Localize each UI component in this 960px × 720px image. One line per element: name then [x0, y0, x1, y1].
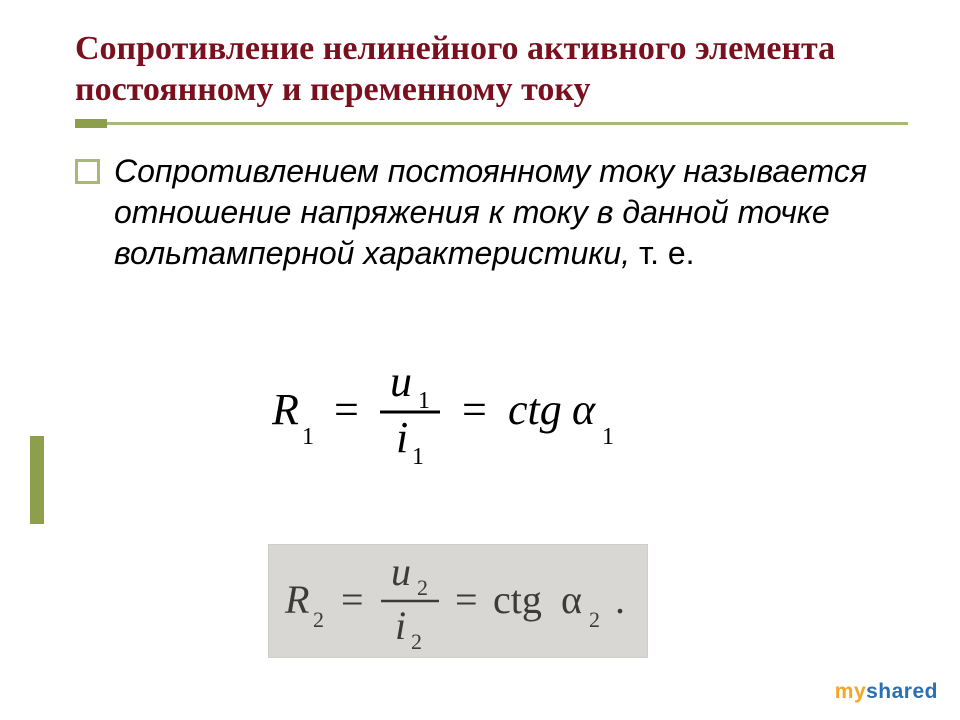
f2-period: . [615, 577, 625, 622]
formula-2-box: R 2 = u 2 i 2 = ctg α 2 . [268, 544, 648, 658]
f2-eq2: = [455, 577, 478, 622]
watermark-part1: my [835, 680, 866, 703]
f2-R-sub: 2 [313, 607, 324, 632]
f1-ctg: ctg [508, 385, 562, 434]
f1-eq2: = [462, 385, 487, 434]
side-accent-bar [30, 436, 44, 524]
f2-num-sub: 2 [417, 575, 428, 600]
body-tail-text: т. е. [630, 235, 694, 271]
formula-1-group: R 1 = u 1 i 1 = ctg α 1 [272, 357, 614, 468]
f2-ctg: ctg [493, 577, 542, 622]
f1-num-var: u [390, 357, 412, 406]
formula-2-group: R 2 = u 2 i 2 = ctg α 2 . [284, 549, 625, 654]
watermark-part2: shared [866, 680, 938, 703]
bullet-square-icon [75, 159, 100, 184]
body-row: Сопротивлением постоянному току называет… [75, 151, 908, 274]
f1-eq1: = [334, 385, 359, 434]
formula-1: R 1 = u 1 i 1 = ctg α 1 [272, 356, 682, 468]
f2-R: R [284, 577, 309, 622]
title-rule-accent [75, 119, 107, 128]
formula-2-svg: R 2 = u 2 i 2 = ctg α 2 . [269, 545, 647, 657]
body-italic-text: Сопротивлением постоянному току называет… [114, 153, 867, 271]
title-rule-line [75, 122, 908, 125]
f1-num-sub: 1 [418, 388, 430, 414]
f2-eq1: = [341, 577, 364, 622]
body-paragraph: Сопротивлением постоянному току называет… [114, 151, 908, 274]
f1-alpha-sub: 1 [602, 424, 614, 450]
f2-num-var: u [391, 549, 411, 594]
f1-alpha: α [572, 385, 596, 434]
f1-R: R [272, 385, 299, 434]
f2-alpha: α [561, 577, 582, 622]
f2-den-var: i [395, 603, 406, 648]
f2-den-sub: 2 [411, 629, 422, 654]
slide: Сопротивление нелинейного активного элем… [0, 0, 960, 720]
f1-den-var: i [396, 413, 408, 462]
f2-alpha-sub: 2 [589, 607, 600, 632]
title-rule [75, 119, 908, 129]
formula-1-svg: R 1 = u 1 i 1 = ctg α 1 [272, 356, 682, 468]
f1-R-sub: 1 [302, 424, 314, 450]
watermark: myshared [835, 680, 938, 704]
slide-title: Сопротивление нелинейного активного элем… [75, 28, 908, 111]
f1-den-sub: 1 [412, 444, 424, 468]
